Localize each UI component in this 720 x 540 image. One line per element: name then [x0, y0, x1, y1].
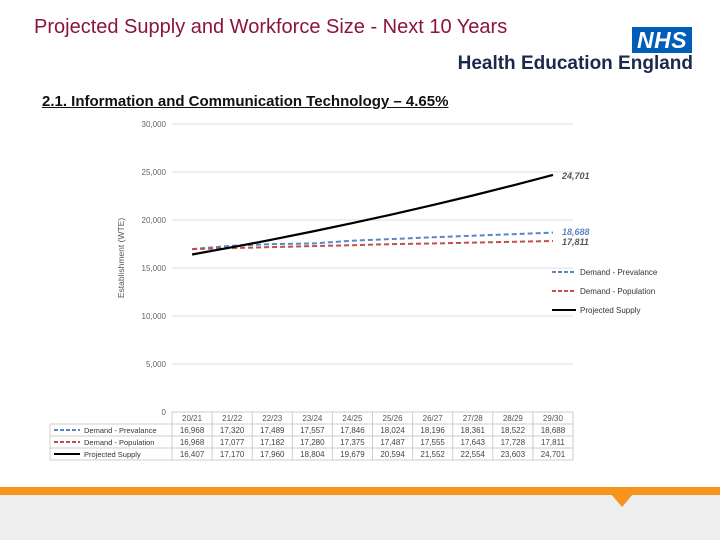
- y-tick-label: 20,000: [142, 216, 167, 225]
- y-tick-label: 30,000: [142, 120, 167, 129]
- y-axis-label: Establishment (WTE): [116, 218, 126, 298]
- footer-bar: [0, 487, 720, 495]
- x-tick-label: 26/27: [423, 414, 444, 423]
- footer-notch-icon: [611, 494, 633, 507]
- table-cell: 17,960: [260, 450, 285, 459]
- section-subtitle: 2.1. Information and Communication Techn…: [42, 93, 449, 110]
- table-cell: 18,522: [501, 426, 526, 435]
- y-tick-label: 0: [162, 408, 167, 417]
- footer-background: [0, 495, 720, 540]
- legend-label: Demand - Prevalance: [580, 268, 658, 277]
- x-tick-label: 25/26: [383, 414, 404, 423]
- table-cell: 16,968: [180, 426, 205, 435]
- table-row-label: Demand - Prevalance: [84, 426, 157, 435]
- series-line-0: [192, 231, 554, 251]
- table-cell: 17,280: [300, 438, 325, 447]
- x-tick-label: 27/28: [463, 414, 484, 423]
- series-line-1: [192, 240, 554, 251]
- table-cell: 17,728: [501, 438, 526, 447]
- y-tick-label: 25,000: [142, 168, 167, 177]
- table-cell: 17,077: [220, 438, 245, 447]
- series-end-label: 18,688: [562, 227, 590, 237]
- table-cell: 17,182: [260, 438, 285, 447]
- table-cell: 17,643: [461, 438, 486, 447]
- table-row-label: Projected Supply: [84, 450, 141, 459]
- x-tick-label: 22/23: [262, 414, 283, 423]
- legend-label: Demand - Population: [580, 287, 655, 296]
- table-cell: 18,196: [420, 426, 445, 435]
- table-cell: 18,688: [541, 426, 566, 435]
- table-cell: 17,320: [220, 426, 245, 435]
- table-cell: 17,557: [300, 426, 325, 435]
- series-end-label: 17,811: [562, 237, 589, 247]
- series-end-label: 24,701: [561, 171, 590, 181]
- table-cell: 17,489: [260, 426, 285, 435]
- x-tick-label: 24/25: [342, 414, 363, 423]
- y-tick-label: 5,000: [146, 360, 167, 369]
- x-tick-label: 21/22: [222, 414, 243, 423]
- table-cell: 23,603: [501, 450, 526, 459]
- table-cell: 24,701: [541, 450, 566, 459]
- y-tick-label: 10,000: [142, 312, 167, 321]
- x-tick-label: 23/24: [302, 414, 323, 423]
- table-cell: 22,554: [461, 450, 486, 459]
- table-cell: 17,811: [541, 438, 565, 447]
- legend-label: Projected Supply: [580, 306, 640, 315]
- nhs-logo: NHS: [632, 27, 692, 53]
- table-cell: 21,552: [420, 450, 445, 459]
- x-tick-label: 20/21: [182, 414, 203, 423]
- table-cell: 18,361: [461, 426, 486, 435]
- x-tick-label: 28/29: [503, 414, 524, 423]
- table-cell: 17,375: [340, 438, 365, 447]
- table-cell: 19,679: [340, 450, 365, 459]
- projection-chart: 30,000 25,000 20,000 15,000 10,000 5,000 0 Esta…: [49, 120, 658, 461]
- table-cell: 16,407: [180, 450, 205, 459]
- page-title: Projected Supply and Workforce Size - Ne…: [34, 16, 508, 38]
- x-tick-label: 29/30: [543, 414, 564, 423]
- table-cell: 17,170: [220, 450, 245, 459]
- y-tick-label: 15,000: [142, 264, 167, 273]
- series-line-2: [191, 173, 554, 256]
- table-cell: 18,804: [300, 450, 325, 459]
- org-name: Health Education England: [457, 53, 693, 74]
- table-cell: 20,594: [380, 450, 405, 459]
- table-cell: 17,846: [340, 426, 365, 435]
- table-cell: 16,968: [180, 438, 205, 447]
- table-row-label: Demand - Population: [84, 438, 154, 447]
- table-cell: 17,555: [420, 438, 445, 447]
- table-cell: 17,487: [380, 438, 405, 447]
- table-cell: 18,024: [380, 426, 405, 435]
